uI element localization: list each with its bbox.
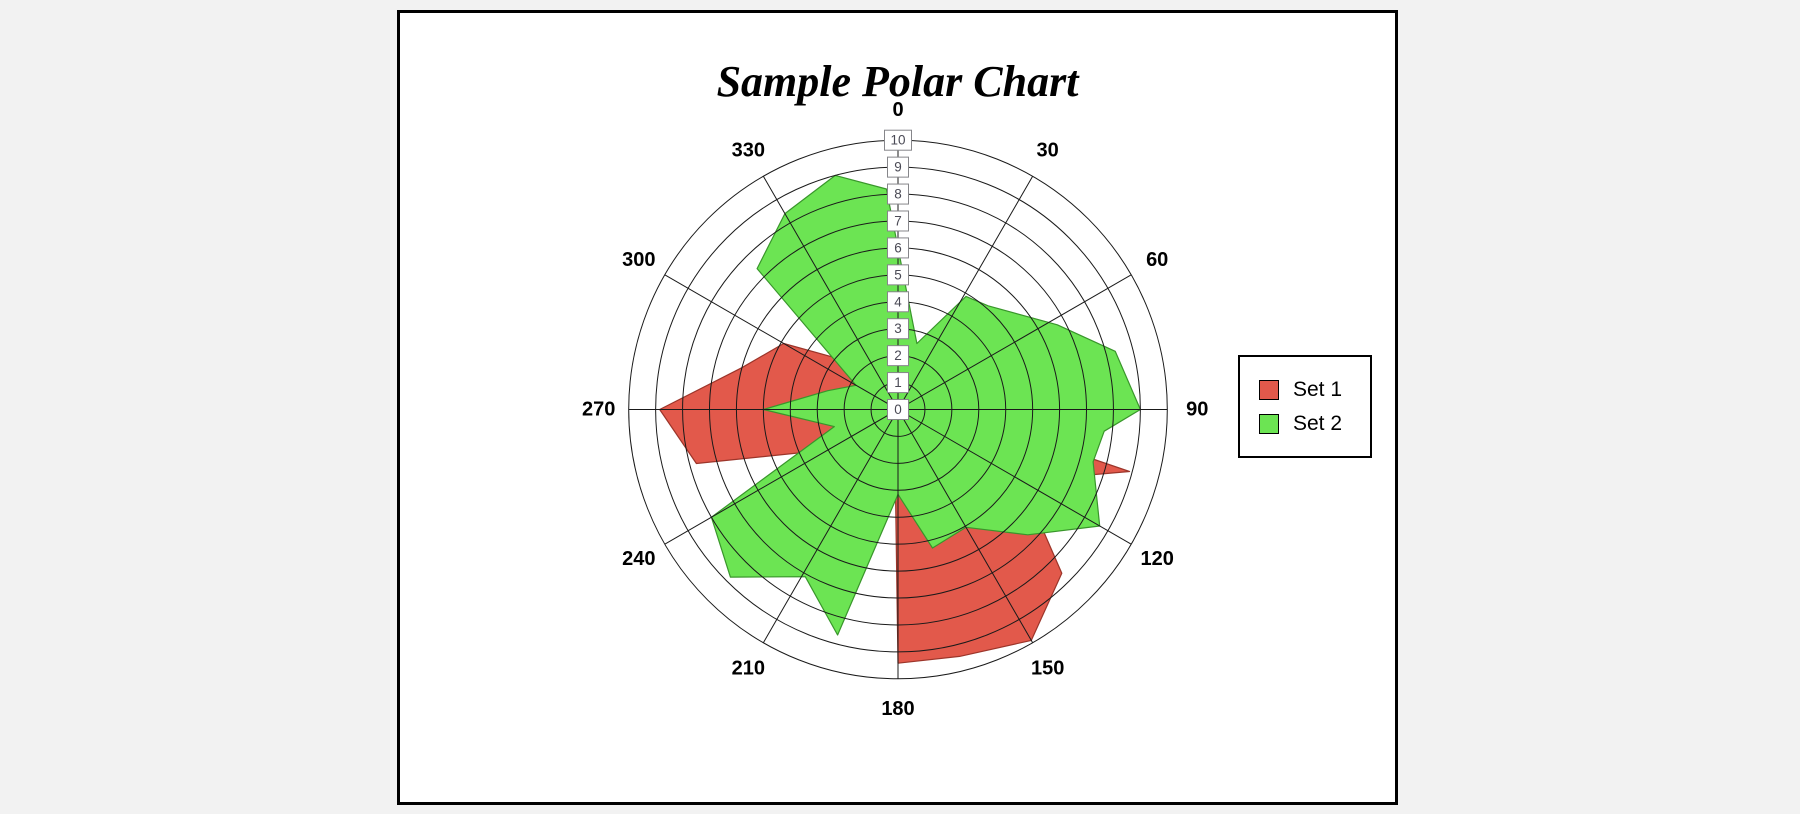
- radial-tick-box-10: [884, 129, 912, 151]
- angle-label-0: 0: [892, 99, 903, 121]
- radial-tick-label-4: 4: [894, 294, 902, 309]
- radial-tick-box-7: [887, 210, 909, 232]
- radial-tick-label-6: 6: [894, 240, 902, 255]
- angle-label-330: 330: [732, 139, 765, 161]
- angle-label-60: 60: [1146, 249, 1168, 271]
- angle-label-120: 120: [1141, 548, 1174, 570]
- radial-tick-box-5: [887, 264, 909, 286]
- angle-label-210: 210: [732, 658, 765, 680]
- radial-tick-label-8: 8: [894, 187, 902, 202]
- radial-tick-label-2: 2: [894, 348, 902, 363]
- radial-tick-box-6: [887, 237, 909, 259]
- angle-label-300: 300: [622, 249, 655, 271]
- legend-item-set-2[interactable]: Set 2: [1259, 413, 1370, 434]
- radial-tick-box-1: [887, 372, 909, 394]
- legend-swatch-set-1-icon: [1259, 379, 1279, 400]
- legend-swatch-set-2-icon: [1259, 413, 1279, 434]
- radial-tick-box-2: [887, 345, 909, 367]
- radial-tick-label-9: 9: [894, 160, 902, 175]
- angle-label-240: 240: [622, 548, 655, 570]
- angle-label-90: 90: [1186, 399, 1208, 421]
- radial-tick-label-3: 3: [894, 321, 902, 336]
- radial-tick-box-8: [887, 183, 909, 205]
- radial-tick-box-3: [887, 318, 909, 340]
- series-polygon-set-2[interactable]: [710, 174, 1141, 636]
- chart-title: Sample Polar Chart: [716, 57, 1079, 106]
- radial-tick-label-1: 1: [894, 375, 902, 390]
- angle-label-180: 180: [881, 698, 914, 720]
- angle-label-150: 150: [1031, 658, 1064, 680]
- radial-tick-box-9: [887, 156, 909, 178]
- radial-tick-label-5: 5: [894, 267, 902, 282]
- legend-item-set-1[interactable]: Set 1: [1259, 379, 1370, 400]
- radial-tick-box-4: [887, 291, 909, 313]
- radial-tick-label-0: 0: [894, 402, 902, 417]
- legend-label-set-2: Set 2: [1293, 412, 1343, 435]
- radial-tick-label-7: 7: [894, 213, 902, 228]
- legend-label-set-1: Set 1: [1293, 378, 1343, 401]
- radial-tick-label-10: 10: [890, 133, 905, 148]
- radial-tick-box-0: [887, 399, 909, 420]
- angle-label-30: 30: [1037, 139, 1059, 161]
- legend-box: Set 1 Set 2: [1238, 355, 1372, 458]
- angle-label-270: 270: [582, 399, 615, 421]
